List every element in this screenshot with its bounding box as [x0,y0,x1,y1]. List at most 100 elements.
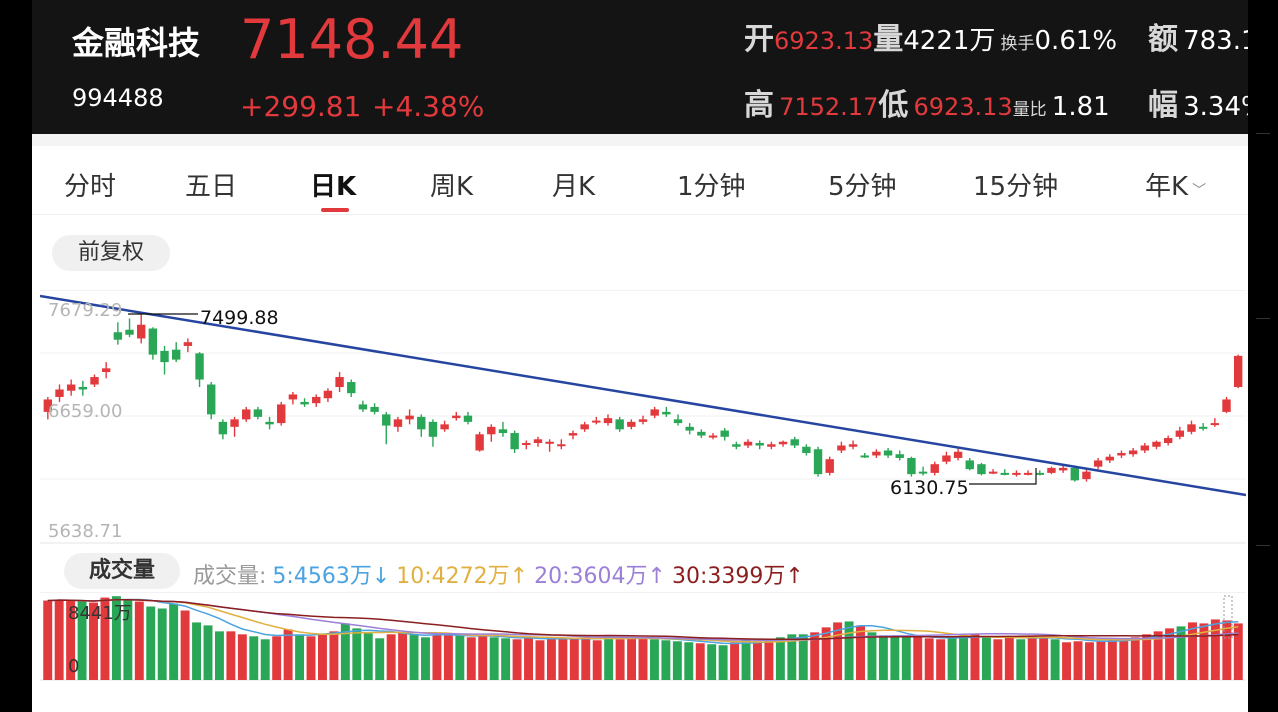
candlestick-chart: 7679.29 6659.00 5638.71 7499.88 6130.75 [40,290,1246,544]
candle-body [813,449,823,475]
candle-body [440,424,449,430]
volume-bar [844,621,854,680]
candle-body [720,430,729,437]
candle-body [288,394,298,400]
right-edge-tick [1256,318,1270,319]
candle-body [895,454,904,458]
candle-body [358,404,368,410]
candle-body [1093,460,1103,467]
high-value: 7152.17 [779,93,879,121]
volume-bar [993,639,1003,680]
volume-bar [775,637,785,680]
candle-body [732,444,741,447]
adjust-mode-button[interactable]: 前复权 [52,235,170,271]
volume-cursor-marker [1223,595,1233,639]
tab-yearly-k-label: 年K [1145,172,1189,202]
candle-body [1152,441,1161,447]
volume-bar [604,636,614,680]
stat-amplitude: 幅 3.34% [1148,80,1248,124]
volume-bar [489,637,499,680]
volume-bar [352,628,362,680]
tab-daily-k[interactable]: 日K [310,172,357,202]
volume-bar [970,634,980,680]
volume-legend-prefix: 成交量: [193,564,267,589]
volume-axis-zero: 0 [68,656,79,677]
tab-1min[interactable]: 1分钟 [677,172,746,202]
volume-bar [798,634,808,680]
candle-body [942,455,951,462]
candle-body [148,328,158,355]
candle-body [90,377,99,385]
amount-value: 783.1 [1183,26,1248,56]
candle-body [207,384,216,415]
volume-bar [283,629,293,680]
candle-body [568,433,578,436]
candle-body [510,433,519,450]
candle-body [101,368,111,373]
candle-body [1105,456,1114,461]
volume-bar [878,635,888,680]
candle-body [463,415,473,422]
volume-bar [569,639,579,680]
candle-body [370,406,379,412]
volume-ma10-line [47,599,1239,643]
volume-bar [409,634,419,680]
high-annotation: 7499.88 [200,307,279,329]
volume-indicator-button[interactable]: 成交量 [64,553,180,589]
volume-bar [1039,637,1049,680]
price-axis-bottom: 5638.71 [48,521,122,542]
candle-body [43,399,53,412]
candle-body [475,434,484,451]
volume-bar [89,602,98,680]
candle-body [522,443,531,446]
turnover-value: 0.61% [1034,26,1118,56]
candle-body [335,377,344,388]
volume-bar [535,640,545,680]
volume-bar [180,610,190,680]
volume-bar [432,635,442,680]
volume-bar [890,636,900,680]
candle-body [1175,430,1185,437]
candle-body [1058,467,1068,471]
candle-body [533,439,543,444]
tab-5min[interactable]: 5分钟 [828,172,897,202]
candle-body [977,464,986,475]
volume-bar [913,637,923,680]
tab-yearly-k[interactable]: 年K ﹀ [1145,166,1206,203]
candle-body [487,426,496,435]
volume-bar [684,642,694,680]
volume-bar [77,601,87,680]
volume-bar [329,631,339,680]
volume-bar [1130,637,1140,680]
candle-body [953,451,963,458]
high-label: 高 [744,88,774,123]
candle-body [136,324,146,339]
volume-bar [695,643,705,680]
tab-weekly-k[interactable]: 周K [430,172,474,202]
candle-body [1023,472,1033,475]
volume-bar [340,623,350,680]
tab-15min[interactable]: 15分钟 [973,172,1059,202]
volume-label: 量 [873,22,904,57]
candle-body [1233,355,1243,388]
chevron-down-icon: ﹀ [1192,183,1207,199]
volume-bar [1050,639,1060,680]
candle-body [1140,445,1150,451]
volume-bar [741,640,751,680]
volume-bar [718,645,728,680]
volume-bar [856,625,865,680]
volume-bar [627,637,637,680]
candle-body [638,419,648,422]
volume-bar [43,600,53,680]
candle-body [1047,467,1056,473]
volume-bar [1199,623,1209,680]
candle-body [557,444,566,447]
volume-ma20: 20:3604万↑ [534,564,666,589]
tab-intraday[interactable]: 分时 [64,172,117,202]
tab-five-day[interactable]: 五日 [185,172,238,202]
volume-bar [512,639,522,680]
candle-body [265,421,274,425]
volume-bar [753,641,762,680]
tab-monthly-k[interactable]: 月K [552,172,596,202]
candle-body [743,441,753,446]
